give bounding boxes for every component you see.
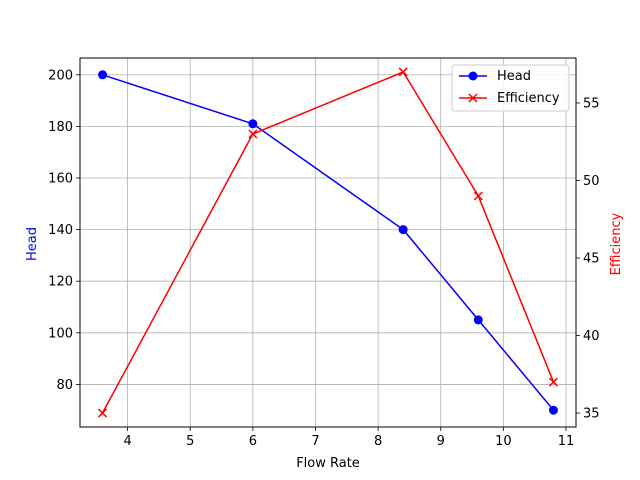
left-y-tick-label: 120 [48,275,73,290]
efficiency-series-line [101,71,555,414]
right-y-tick-label: 50 [583,174,600,189]
left-y-axis-label: Head [25,227,40,261]
left-y-tick-label: 180 [48,120,73,135]
head-point [473,315,483,325]
head-point [398,225,408,235]
right-y-tick-label: 35 [583,407,600,422]
x-axis-ticks: 4 5 6 7 8 9 10 11 [123,427,574,449]
grid [80,58,576,427]
legend-efficiency-label: Efficiency [497,91,560,106]
right-y-tick-label: 45 [583,252,600,267]
left-y-tick-label: 140 [48,223,73,238]
left-y-tick-label: 160 [48,171,73,186]
head-point [248,119,258,129]
legend-head-marker [468,71,478,81]
legend-head-label: Head [497,69,531,84]
efficiency-point [548,377,558,387]
x-tick-label: 7 [311,434,319,449]
right-y-tick-label: 40 [583,329,600,344]
left-y-tick-label: 100 [48,326,73,341]
legend-efficiency-marker [468,93,478,103]
right-y-tick-label: 55 [583,96,600,111]
left-y-axis-ticks: 80 100 120 140 160 180 200 [48,68,80,393]
head-point [98,70,108,80]
x-tick-label: 6 [249,434,257,449]
legend: Head Efficiency [451,64,570,112]
right-y-axis-ticks: 35 40 45 50 55 [576,96,600,422]
x-tick-label: 5 [186,434,194,449]
x-axis-label: Flow Rate [296,456,360,471]
x-tick-label: 8 [374,434,382,449]
head-point [548,405,558,415]
x-tick-label: 9 [437,434,445,449]
efficiency-point [248,129,258,139]
left-y-tick-label: 80 [56,378,73,393]
left-y-tick-label: 200 [48,68,73,83]
plot-frame [79,57,577,428]
efficiency-point [398,67,408,77]
series-layer [98,67,558,418]
x-tick-label: 10 [495,434,512,449]
right-y-axis-label: Efficiency [609,212,624,275]
x-tick-label: 11 [558,434,575,449]
x-tick-label: 4 [123,434,131,449]
efficiency-point [473,191,483,201]
efficiency-point [98,408,108,418]
head-series-line [102,74,555,411]
